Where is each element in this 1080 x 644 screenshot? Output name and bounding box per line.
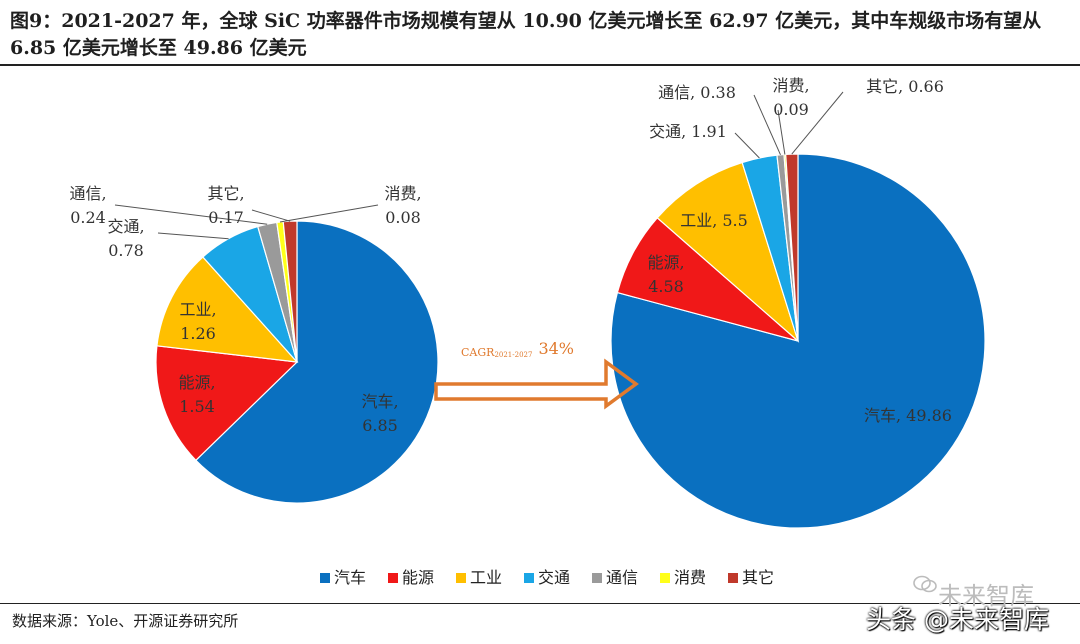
pie-2027-label-energy: 能源, 4.58 bbox=[647, 253, 684, 296]
legend-swatch-other bbox=[728, 573, 738, 583]
pie-2021-leader-transport bbox=[157, 232, 229, 240]
pie-2027-slice-industrial bbox=[656, 161, 800, 343]
title-divider bbox=[0, 64, 1080, 66]
pie-2021-slice-auto bbox=[195, 220, 439, 504]
pie-2021-label-auto: 汽车, 6.85 bbox=[361, 392, 398, 435]
pie-2021-slice-industrial bbox=[156, 256, 299, 363]
legend-swatch-transport bbox=[524, 573, 534, 583]
pie-2021-slice-energy bbox=[155, 345, 299, 462]
pie-2027-label-industrial: 工业, 5.5 bbox=[680, 211, 748, 230]
pie-2021-label-energy: 能源, 1.54 bbox=[178, 373, 215, 416]
pie-2021-label-other: 其它, 0.17 bbox=[207, 184, 244, 227]
footer-divider bbox=[0, 603, 1080, 604]
pie-2021-label-transport: 交通, 0.78 bbox=[107, 217, 144, 260]
pie-2027-leader-telecom bbox=[753, 94, 781, 156]
data-source: 数据来源：Yole、开源证券研究所 bbox=[12, 612, 239, 630]
cagr-label: CAGR2021-2027 34% bbox=[461, 339, 574, 359]
pie-2021-label-telecom: 通信, 0.24 bbox=[69, 184, 106, 227]
pie-2027-leader-other bbox=[791, 91, 844, 155]
legend-label-consumer: 消费 bbox=[674, 568, 706, 587]
legend-label-telecom: 通信 bbox=[606, 568, 638, 587]
pie-2021-label-industrial: 工业, 1.26 bbox=[179, 300, 216, 343]
pie-2027-label-transport: 交通, 1.91 bbox=[649, 122, 727, 141]
legend-label-auto: 汽车 bbox=[334, 568, 366, 587]
pie-2027-leader-transport bbox=[734, 132, 760, 159]
watermark-chat-icon bbox=[913, 575, 937, 593]
pie-2027-leader-consumer bbox=[777, 109, 786, 155]
figure-title: 图9：2021-2027 年，全球 SiC 功率器件市场规模有望从 10.90 … bbox=[10, 8, 1076, 62]
legend-label-industrial: 工业 bbox=[470, 568, 502, 587]
legend-swatch-telecom bbox=[592, 573, 602, 583]
pie-2027-label-auto: 汽车, 49.86 bbox=[864, 406, 952, 425]
pie-2021-leader-consumer bbox=[279, 204, 379, 223]
legend-label-energy: 能源 bbox=[402, 568, 434, 587]
figure-title-line-2: 6.85 亿美元增长至 49.86 亿美元 bbox=[10, 37, 307, 59]
cagr-arrow bbox=[434, 358, 639, 410]
pie-2021-leader-telecom bbox=[114, 204, 268, 225]
legend-swatch-consumer bbox=[660, 573, 670, 583]
watermark-handle: 头条 @未来智库 bbox=[866, 605, 1049, 634]
legend-label-transport: 交通 bbox=[538, 568, 570, 587]
figure-title-line-1: 图9：2021-2027 年，全球 SiC 功率器件市场规模有望从 10.90 … bbox=[10, 10, 1042, 32]
legend-swatch-industrial bbox=[456, 573, 466, 583]
legend-label-other: 其它 bbox=[742, 568, 774, 587]
pie-2027-label-other: 其它, 0.66 bbox=[866, 77, 944, 96]
watermark-logo-text: 未来智库 bbox=[938, 582, 1034, 610]
legend-swatch-auto bbox=[320, 573, 330, 583]
pie-2021-label-consumer: 消费, 0.08 bbox=[384, 184, 421, 227]
pie-2027-label-telecom: 通信, 0.38 bbox=[658, 83, 736, 102]
pie-2021-leader-other bbox=[251, 209, 291, 222]
legend-swatch-energy bbox=[388, 573, 398, 583]
pie-2027-label-consumer: 消费, 0.09 bbox=[772, 76, 809, 119]
